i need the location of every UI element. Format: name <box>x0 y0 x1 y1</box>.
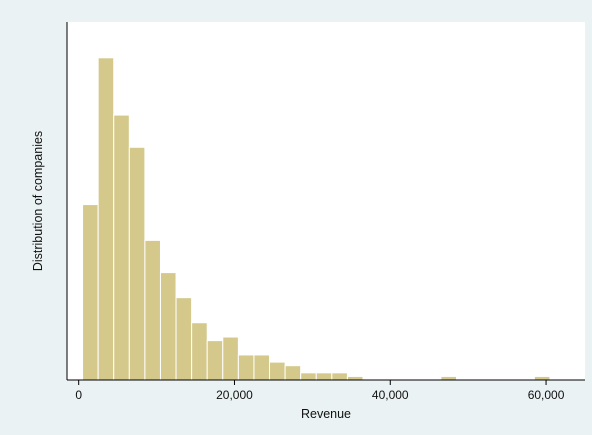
histogram-bar <box>237 354 255 381</box>
histogram-bar <box>300 372 317 381</box>
x-tick-label: 60,000 <box>528 388 565 402</box>
x-tick-label: 0 <box>75 388 82 402</box>
x-ticks-group: 0 20,000 40,000 60,000 <box>75 380 565 402</box>
histogram-bar <box>191 322 208 381</box>
histogram-bar <box>113 114 130 381</box>
histogram-bar <box>206 340 224 381</box>
histogram-bar <box>175 297 193 381</box>
histogram-bar <box>144 239 161 381</box>
histogram-bar <box>82 204 99 381</box>
x-tick-label: 40,000 <box>372 388 409 402</box>
x-axis-label: Revenue <box>301 407 351 421</box>
histogram-bar <box>284 365 302 381</box>
histogram-bar <box>315 372 333 381</box>
histogram-bar <box>159 272 177 381</box>
histogram-bar <box>222 336 239 381</box>
x-tick-label: 20,000 <box>216 388 253 402</box>
histogram-bar <box>346 375 364 381</box>
y-axis-label: Distribution of companies <box>31 131 45 271</box>
histogram-bar <box>97 57 115 381</box>
histogram-bar <box>440 375 457 381</box>
histogram-bar <box>269 361 286 381</box>
bars-group <box>82 57 551 381</box>
histogram-bar <box>533 375 551 381</box>
histogram-bar <box>331 372 348 381</box>
histogram-bar <box>253 354 271 381</box>
histogram-bar <box>128 146 146 381</box>
